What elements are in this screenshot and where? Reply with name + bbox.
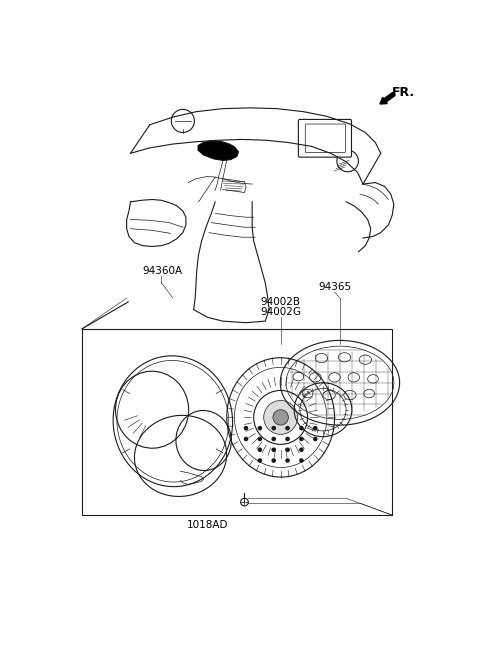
Polygon shape — [198, 141, 238, 160]
Circle shape — [264, 400, 298, 434]
FancyArrow shape — [380, 92, 395, 104]
Text: FR.: FR. — [392, 86, 415, 100]
Circle shape — [258, 426, 262, 430]
Circle shape — [271, 458, 276, 463]
Circle shape — [313, 437, 318, 441]
Text: 94365: 94365 — [318, 282, 351, 292]
Circle shape — [299, 458, 304, 463]
Circle shape — [271, 447, 276, 452]
Bar — [82, 329, 392, 515]
Circle shape — [313, 426, 318, 430]
Circle shape — [244, 426, 248, 430]
Text: 94360A: 94360A — [142, 267, 182, 276]
Circle shape — [285, 458, 290, 463]
Circle shape — [244, 437, 248, 441]
Circle shape — [271, 437, 276, 441]
Circle shape — [258, 437, 262, 441]
FancyBboxPatch shape — [305, 124, 345, 153]
Circle shape — [285, 447, 290, 452]
FancyBboxPatch shape — [299, 119, 351, 157]
Circle shape — [258, 458, 262, 463]
Circle shape — [271, 426, 276, 430]
Circle shape — [273, 409, 288, 425]
Circle shape — [299, 437, 304, 441]
Circle shape — [299, 447, 304, 452]
Circle shape — [258, 447, 262, 452]
Text: 94002G: 94002G — [260, 307, 301, 316]
Text: 94002B: 94002B — [261, 297, 300, 307]
Circle shape — [299, 426, 304, 430]
Circle shape — [285, 437, 290, 441]
Circle shape — [285, 426, 290, 430]
Text: 1018AD: 1018AD — [187, 520, 228, 530]
